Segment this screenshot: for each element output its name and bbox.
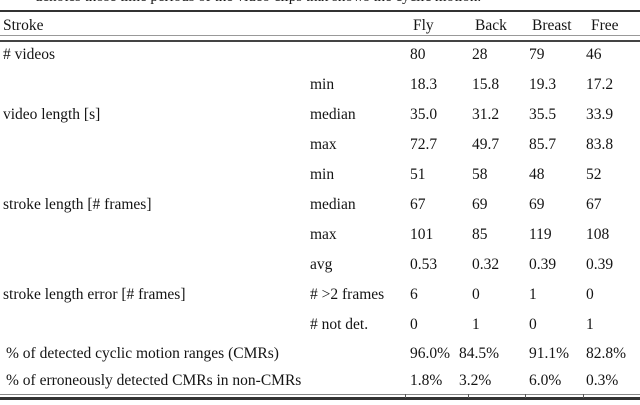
cell-breast: 48 <box>529 166 545 183</box>
cell-free: 17.2 <box>586 76 614 93</box>
cell-back: 3.2% <box>459 371 492 389</box>
cell-back: 0 <box>472 286 480 303</box>
table-row: % of detected cyclic motion ranges (CMRs… <box>0 340 640 367</box>
header-col-fly: Fly <box>413 16 434 34</box>
cell-fly: 1.8% <box>410 371 443 389</box>
cell-breast: 85.7 <box>529 136 557 153</box>
cell-breast: 0.39 <box>529 256 557 273</box>
header-stroke: Stroke <box>3 16 44 34</box>
cell-breast: 79 <box>529 46 545 63</box>
cell-fly: 101 <box>410 226 434 243</box>
cell-free: 83.8 <box>586 136 614 153</box>
cell-back: 15.8 <box>472 76 500 93</box>
cell-back: 69 <box>472 196 488 213</box>
table-row: stroke length error [# frames] # >2 fram… <box>0 280 640 310</box>
cell-breast: 69 <box>529 196 545 213</box>
cell-fly: 80 <box>410 46 426 63</box>
row-group-label: stroke length [# frames] <box>3 196 152 213</box>
cell-back: 58 <box>472 166 488 183</box>
row-group-label: % of erroneously detected CMRs in non-CM… <box>6 371 302 389</box>
cell-breast: 1 <box>529 286 537 303</box>
cell-breast: 19.3 <box>529 76 557 93</box>
bottom-rule-tick <box>468 394 469 398</box>
cell-fly: 0 <box>410 316 418 333</box>
cell-free: 82.8% <box>586 344 627 362</box>
cell-breast: 119 <box>529 226 552 243</box>
table-row: video length [s] median 35.0 31.2 35.5 3… <box>0 100 640 130</box>
row-sub-label: median <box>310 106 356 123</box>
cell-free: 108 <box>586 226 610 243</box>
cell-free: 0 <box>586 286 594 303</box>
row-sub-label: median <box>310 196 356 213</box>
table-row: % of erroneously detected CMRs in non-CM… <box>0 367 640 394</box>
cell-free: 33.9 <box>586 106 614 123</box>
cell-fly: 96.0% <box>410 344 451 362</box>
table-row: avg 0.53 0.32 0.39 0.39 <box>0 250 640 280</box>
table-bottom-rule-thin <box>0 394 640 395</box>
cell-fly: 6 <box>410 286 418 303</box>
cell-breast: 35.5 <box>529 106 557 123</box>
cell-breast: 0 <box>529 316 537 333</box>
cell-free: 1 <box>586 316 594 333</box>
cell-back: 84.5% <box>459 344 500 362</box>
bottom-rule-tick <box>583 394 584 398</box>
cell-back: 28 <box>472 46 488 63</box>
cell-breast: 91.1% <box>529 344 570 362</box>
cell-back: 31.2 <box>472 106 500 123</box>
table-header-row: Stroke Fly Back Breast Free <box>0 11 640 40</box>
cell-free: 0.3% <box>586 371 619 389</box>
bottom-rule-tick <box>525 394 526 398</box>
cell-free: 52 <box>586 166 602 183</box>
bottom-rule-tick <box>405 394 406 398</box>
cell-back: 49.7 <box>472 136 500 153</box>
cell-back: 1 <box>472 316 480 333</box>
row-sub-label: # >2 frames <box>310 286 385 303</box>
table-row: min 51 58 48 52 <box>0 160 640 190</box>
cell-breast: 6.0% <box>529 371 562 389</box>
header-rule-thin <box>0 35 640 36</box>
cell-fly: 0.53 <box>410 256 438 273</box>
row-sub-label: # not det. <box>310 316 369 333</box>
table-top-rule <box>0 10 640 12</box>
header-rule-thick <box>0 40 640 42</box>
cell-back: 0.32 <box>472 256 500 273</box>
row-sub-label: max <box>310 226 337 243</box>
row-group-label: video length [s] <box>3 106 101 123</box>
cell-fly: 72.7 <box>410 136 438 153</box>
table-row: max 72.7 49.7 85.7 83.8 <box>0 130 640 160</box>
cell-free: 67 <box>586 196 602 213</box>
row-sub-label: max <box>310 136 337 153</box>
row-group-label: # videos <box>3 46 56 63</box>
table-row: max 101 85 119 108 <box>0 220 640 250</box>
row-sub-label: min <box>310 76 335 93</box>
table-row: # videos 80 28 79 46 <box>0 40 640 70</box>
table-row: # not det. 0 1 0 1 <box>0 310 640 340</box>
table-row: stroke length [# frames] median 67 69 69… <box>0 190 640 220</box>
header-col-back: Back <box>475 16 507 34</box>
row-sub-label: avg <box>310 256 333 273</box>
row-group-label: stroke length error [# frames] <box>3 286 186 303</box>
header-col-free: Free <box>591 16 619 34</box>
cell-fly: 35.0 <box>410 106 438 123</box>
table-bottom-rule-thick <box>0 397 640 400</box>
table-row: min 18.3 15.8 19.3 17.2 <box>0 70 640 100</box>
cell-back: 85 <box>472 226 488 243</box>
cell-free: 46 <box>586 46 602 63</box>
cell-fly: 51 <box>410 166 426 183</box>
row-sub-label: min <box>310 166 335 183</box>
cell-free: 0.39 <box>586 256 614 273</box>
table-caption-clipped-line: denotes those time periods of the video … <box>35 0 595 5</box>
cell-fly: 18.3 <box>410 76 438 93</box>
row-group-label: % of detected cyclic motion ranges (CMRs… <box>6 344 279 362</box>
cell-fly: 67 <box>410 196 426 213</box>
header-col-breast: Breast <box>532 16 572 34</box>
